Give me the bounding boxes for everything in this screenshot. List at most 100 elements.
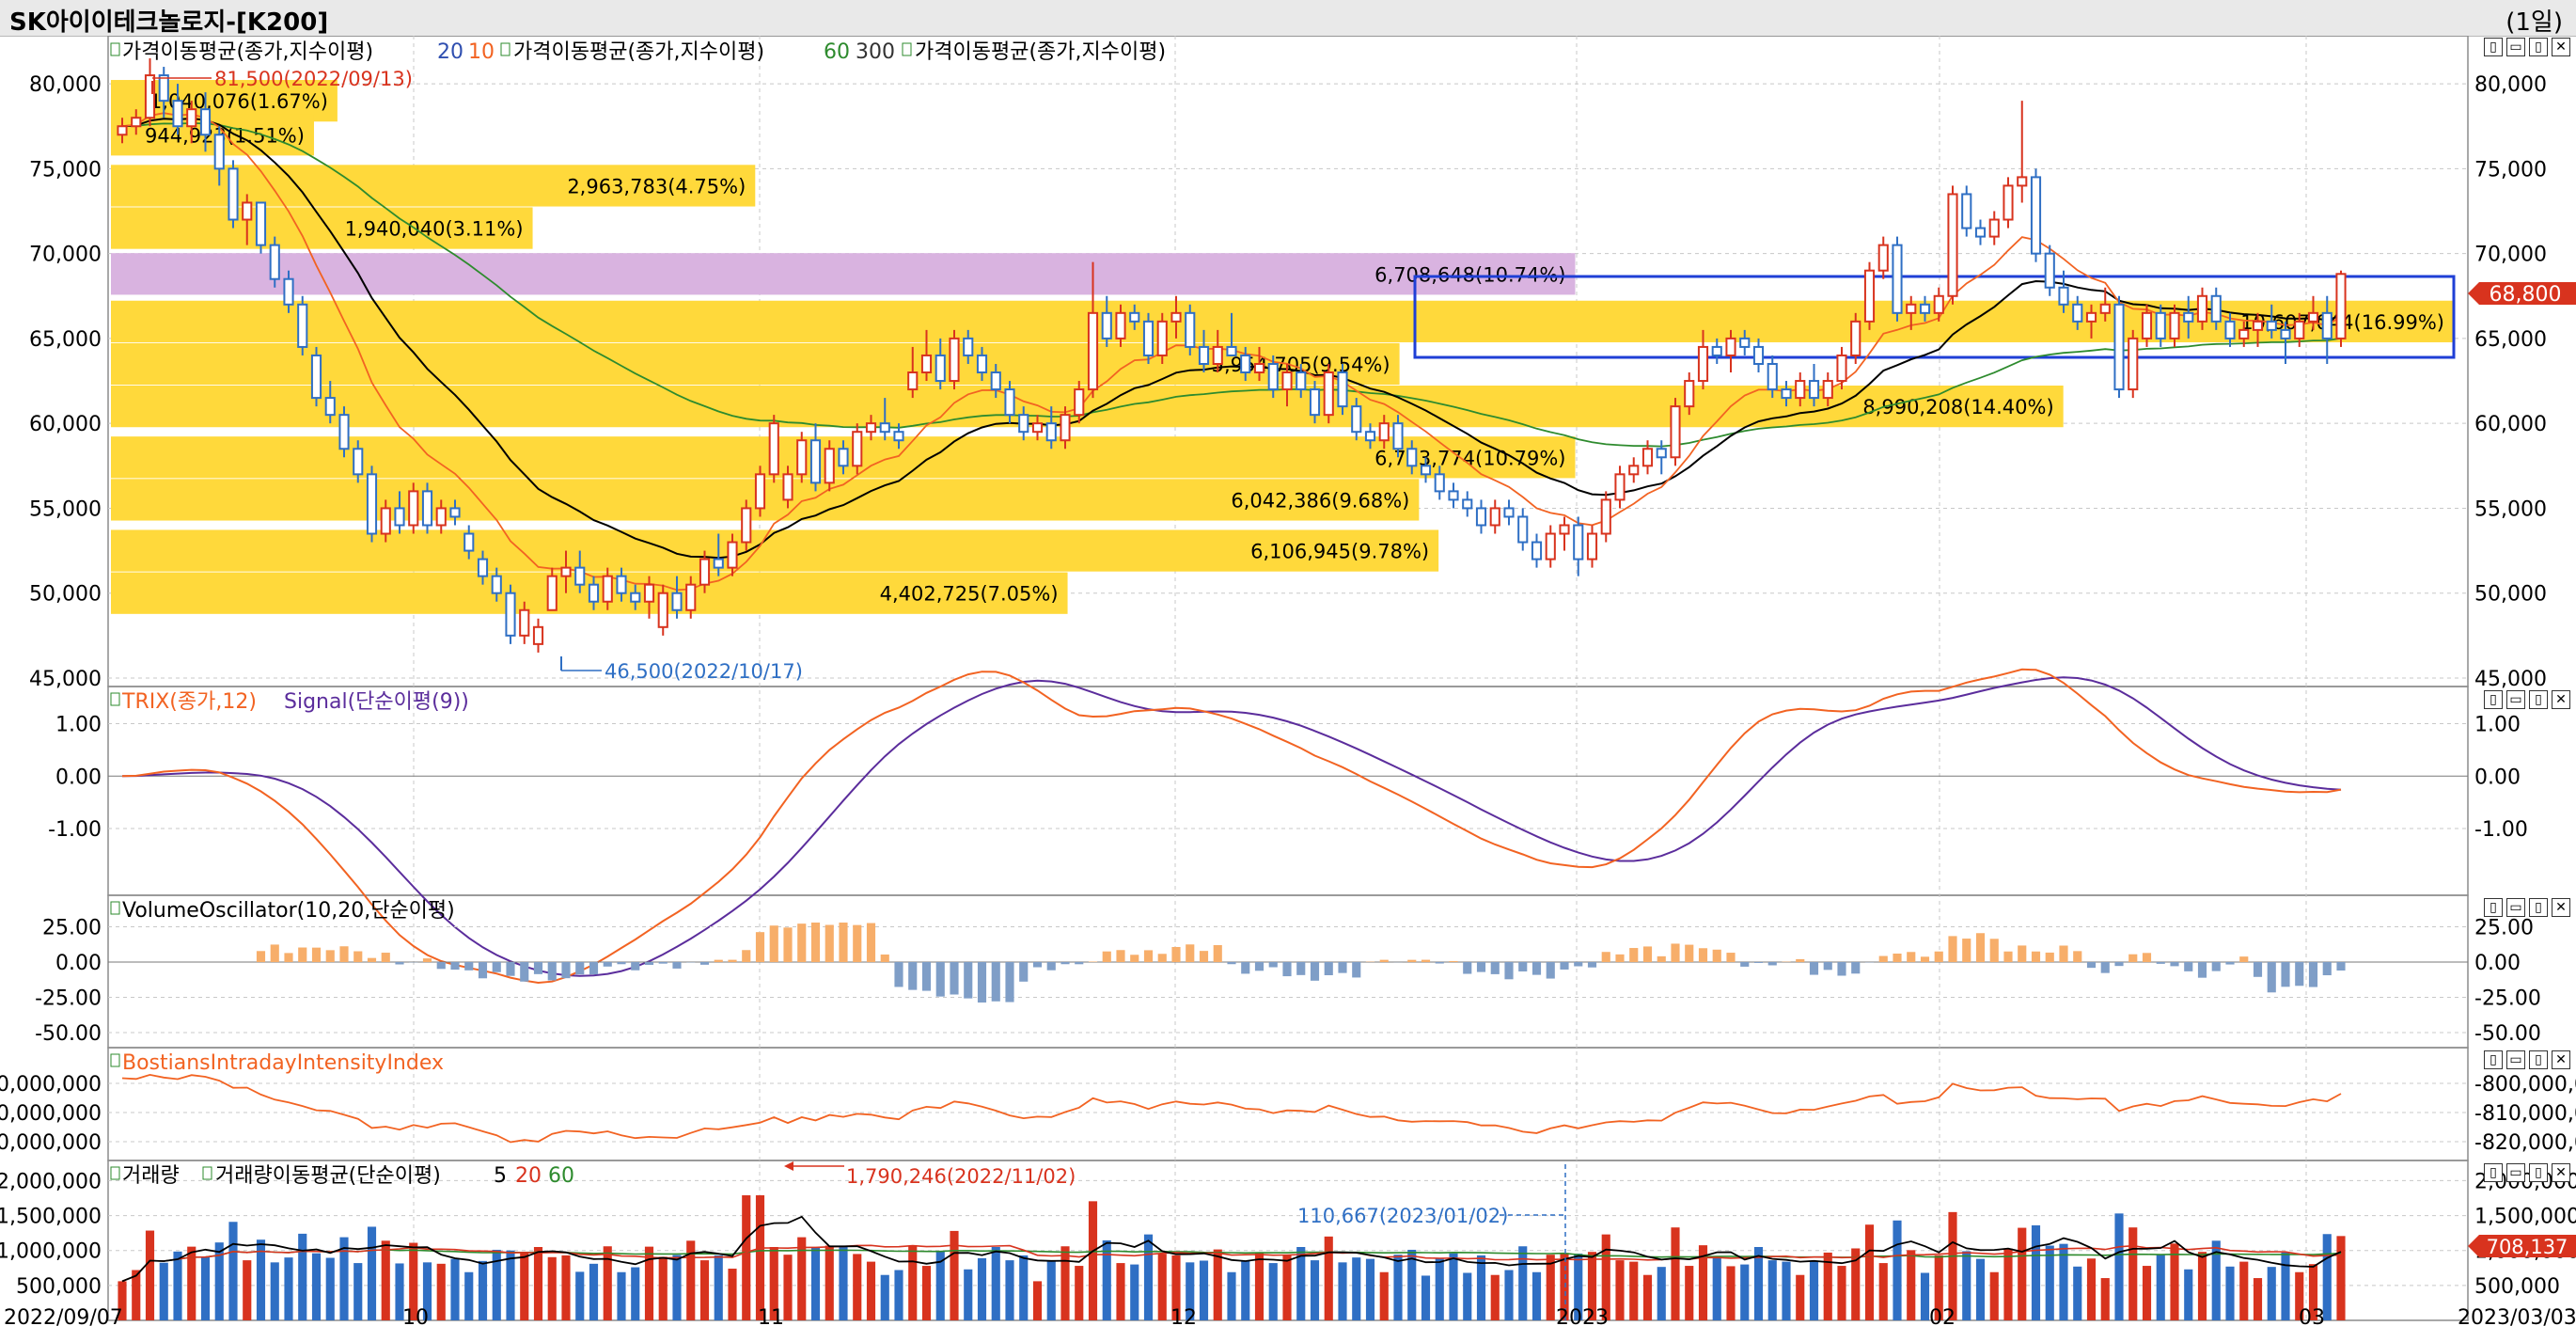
vo-tick-right: -25.00	[2474, 987, 2541, 1011]
pane-restore-icon[interactable]: ▯	[2529, 898, 2548, 917]
volume-bar	[714, 1255, 723, 1320]
vo-bar	[2239, 956, 2249, 962]
volume-bar	[2059, 1243, 2068, 1320]
vo-bar	[1975, 933, 1986, 962]
candle-down	[1711, 345, 1722, 356]
volume-tick-left: 1,500,000	[0, 1206, 102, 1229]
volume-bar	[1726, 1266, 1736, 1320]
vo-bar	[506, 962, 515, 976]
volume-profile-label: 1,940,040(3.11%)	[345, 218, 524, 241]
volume-bar	[672, 1255, 682, 1320]
pane-minimize-icon[interactable]: ▭	[2506, 690, 2525, 709]
vo-pane-controls[interactable]: ▯ ▭ ▯ ✕	[2484, 898, 2574, 921]
period-label[interactable]: (1일)	[2505, 8, 2563, 37]
vo-bar	[1796, 958, 1805, 962]
vo-bar	[935, 962, 945, 997]
candle-up	[117, 125, 128, 136]
candle-up	[1822, 380, 1833, 400]
vo-bar	[2197, 962, 2207, 978]
pane-minimize-icon[interactable]: ▭	[2506, 38, 2525, 56]
volume-bar	[1407, 1249, 1417, 1320]
volume-bar	[1421, 1275, 1431, 1320]
candle-up	[1836, 354, 1847, 383]
volume-bar	[1102, 1239, 1111, 1320]
volume-bar	[2184, 1269, 2193, 1320]
candle-down	[1573, 524, 1584, 560]
bii-pane-controls[interactable]: ▯ ▭ ▯ ✕	[2484, 1050, 2574, 1073]
vo-bar	[964, 962, 973, 999]
pane-maximize-icon[interactable]: ▯	[2484, 898, 2503, 917]
pane-close-icon[interactable]: ✕	[2552, 1163, 2570, 1182]
vo-bar	[1989, 939, 1999, 962]
volume-bar	[589, 1263, 599, 1320]
volume-bar	[1740, 1264, 1750, 1320]
pane-restore-icon[interactable]: ▯	[2529, 38, 2548, 56]
candle-up	[1697, 345, 1709, 383]
vo-bar	[2295, 962, 2304, 987]
volume-bar	[1657, 1267, 1666, 1320]
pane-maximize-icon[interactable]: ▯	[2484, 1050, 2503, 1069]
price-tick-left: 70,000	[29, 244, 102, 267]
volume-bar	[866, 1261, 876, 1320]
volume-bar	[825, 1245, 834, 1320]
candle-down	[2210, 294, 2222, 323]
candle-up	[2238, 328, 2250, 339]
volume-bar	[1823, 1252, 1832, 1320]
vo-bar	[1199, 951, 1209, 962]
volume-bar	[187, 1246, 196, 1320]
pane-restore-icon[interactable]: ▯	[2529, 690, 2548, 709]
selection-box[interactable]	[1413, 275, 2456, 359]
pane-minimize-icon[interactable]: ▭	[2506, 898, 2525, 917]
volume-bar	[1435, 1257, 1444, 1320]
candle-up	[1641, 448, 1654, 467]
pane-maximize-icon[interactable]: ▯	[2484, 38, 2503, 56]
candle-down	[2155, 311, 2166, 339]
pane-restore-icon[interactable]: ▯	[2529, 1050, 2548, 1069]
chart-area[interactable]: 1,040,076(1.67%)944,923(1.51%)2,963,783(…	[0, 36, 2576, 1326]
vo-bar	[1712, 949, 1721, 962]
vo-bar	[2100, 962, 2110, 973]
vo-bar	[1615, 954, 1625, 962]
candle-down	[1739, 337, 1751, 348]
volume-bar	[921, 1266, 932, 1320]
candle-down	[1309, 388, 1321, 417]
price-tick-right: 75,000	[2474, 158, 2547, 182]
candle-up	[2307, 311, 2319, 323]
vo-tick-left: 25.00	[42, 917, 102, 940]
volume-bar	[950, 1230, 959, 1320]
candle-up	[1559, 524, 1570, 535]
vo-bar	[1490, 962, 1500, 974]
extreme-labels: 81,500(2022/09/13) 46,500(2022/10/17)	[151, 68, 803, 683]
volume-bar	[353, 1263, 363, 1320]
pane-close-icon[interactable]: ✕	[2552, 898, 2570, 917]
pane-minimize-icon[interactable]: ▭	[2506, 1163, 2525, 1182]
volume-bar	[506, 1250, 515, 1320]
pane-minimize-icon[interactable]: ▭	[2506, 1050, 2525, 1069]
candle-down	[1808, 380, 1820, 400]
candle-down	[879, 422, 890, 434]
pane-close-icon[interactable]: ✕	[2552, 690, 2570, 709]
pane-close-icon[interactable]: ✕	[2552, 38, 2570, 56]
candle-up	[2196, 294, 2208, 323]
volume-bar	[1060, 1246, 1070, 1320]
vo-bar	[810, 923, 821, 962]
x-label-oct: 10	[402, 1306, 429, 1326]
candle-down	[990, 371, 1001, 391]
candle-down	[1892, 244, 1903, 314]
pane-maximize-icon[interactable]: ▯	[2484, 1163, 2503, 1182]
candlesticks	[117, 58, 2347, 653]
pane-maximize-icon[interactable]: ▯	[2484, 690, 2503, 709]
bii-pane: 00,000,000 -800,000,0 00,000,000 -810,000,0…	[0, 1073, 2576, 1155]
pane-restore-icon[interactable]: ▯	[2529, 1163, 2548, 1182]
trix-pane-controls[interactable]: ▯ ▭ ▯ ✕	[2484, 690, 2574, 713]
current-volume-tag: 708,137	[2468, 1235, 2576, 1258]
vo-bar	[1587, 962, 1597, 968]
x-label-start: 2022/09/07	[4, 1306, 123, 1326]
volume-pane-controls[interactable]: ▯ ▭ ▯ ✕	[2484, 1163, 2574, 1186]
vo-bar	[1726, 953, 1736, 962]
price-pane-controls[interactable]: ▯ ▭ ▯ ✕	[2484, 38, 2574, 60]
pane-close-icon[interactable]: ✕	[2552, 1050, 2570, 1069]
candle-down	[421, 490, 433, 527]
volume-bar	[1254, 1253, 1264, 1320]
vo-bar	[1186, 944, 1195, 962]
